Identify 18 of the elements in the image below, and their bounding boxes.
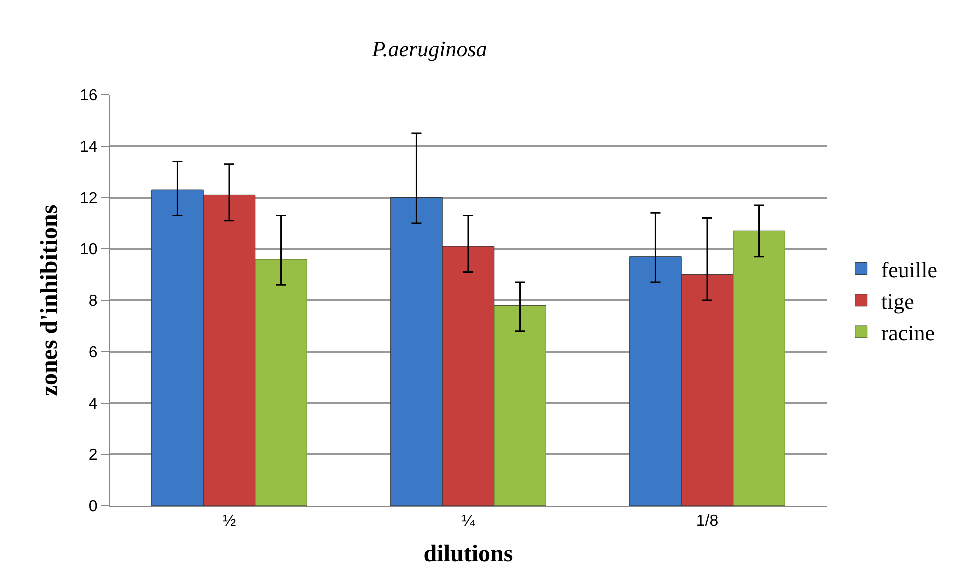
- y-axis-title: zones d'inhibitions: [37, 204, 64, 396]
- x-tick-label: ½: [222, 513, 236, 530]
- x-tick-label: ¼: [462, 513, 476, 530]
- x-tick-label: 1/8: [696, 513, 719, 530]
- y-tick-label: 6: [88, 344, 98, 362]
- y-tick-label: 10: [80, 242, 98, 259]
- x-axis-title: dilutions: [424, 542, 514, 568]
- y-tick-label: 8: [88, 293, 98, 310]
- legend-label: tige: [881, 288, 914, 314]
- y-tick-label: 0: [88, 498, 98, 516]
- chart-title: P.aeruginosa: [371, 36, 488, 62]
- legend-label: racine: [881, 320, 936, 346]
- y-tick-label: 2: [88, 447, 98, 464]
- y-tick-label: 14: [80, 138, 98, 156]
- y-tick-label: 16: [80, 88, 98, 105]
- y-tick-label: 12: [80, 190, 98, 208]
- y-tick-label: 4: [88, 396, 98, 413]
- legend-label: feuille: [881, 257, 938, 282]
